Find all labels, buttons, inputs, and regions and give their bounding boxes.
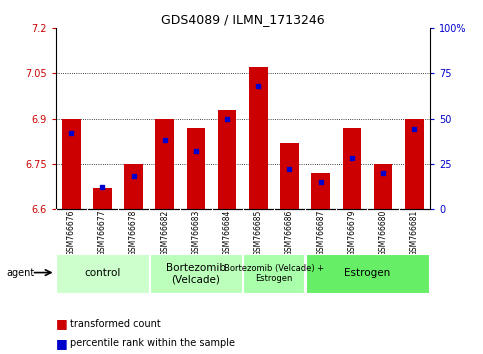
Point — [317, 179, 325, 185]
Text: Estrogen: Estrogen — [344, 268, 391, 279]
Bar — [124, 164, 143, 209]
Text: ■: ■ — [56, 337, 67, 350]
Text: GSM766686: GSM766686 — [285, 210, 294, 256]
Bar — [280, 143, 299, 209]
Point — [285, 166, 293, 172]
Point — [129, 173, 137, 179]
Point — [161, 137, 169, 143]
Text: GSM766687: GSM766687 — [316, 210, 325, 256]
Text: GSM766677: GSM766677 — [98, 210, 107, 256]
Point — [348, 155, 356, 161]
Text: transformed count: transformed count — [70, 319, 161, 329]
Text: GSM766680: GSM766680 — [379, 210, 387, 256]
FancyBboxPatch shape — [243, 253, 304, 293]
Bar — [374, 164, 392, 209]
Bar — [62, 119, 81, 209]
Text: Bortezomib (Velcade) +
Estrogen: Bortezomib (Velcade) + Estrogen — [224, 264, 324, 283]
Point — [192, 148, 200, 154]
Text: Bortezomib
(Velcade): Bortezomib (Velcade) — [166, 263, 226, 284]
FancyBboxPatch shape — [306, 253, 429, 293]
Text: agent: agent — [6, 268, 34, 278]
Bar — [312, 173, 330, 209]
Bar — [342, 128, 361, 209]
Bar — [405, 119, 424, 209]
Text: percentile rank within the sample: percentile rank within the sample — [70, 338, 235, 348]
Text: GSM766684: GSM766684 — [223, 210, 232, 256]
Text: control: control — [84, 268, 121, 279]
Text: GSM766685: GSM766685 — [254, 210, 263, 256]
Point — [67, 130, 75, 136]
Text: GSM766683: GSM766683 — [191, 210, 200, 256]
Bar — [93, 188, 112, 209]
FancyBboxPatch shape — [56, 253, 148, 293]
Bar — [249, 68, 268, 209]
Text: GSM766681: GSM766681 — [410, 210, 419, 256]
Point — [223, 116, 231, 121]
Point — [255, 83, 262, 89]
Text: GSM766678: GSM766678 — [129, 210, 138, 256]
Point — [99, 184, 106, 190]
Bar — [186, 128, 205, 209]
Bar — [218, 110, 237, 209]
Text: ■: ■ — [56, 318, 67, 330]
Title: GDS4089 / ILMN_1713246: GDS4089 / ILMN_1713246 — [161, 13, 325, 26]
Text: GSM766682: GSM766682 — [160, 210, 169, 256]
FancyBboxPatch shape — [150, 253, 242, 293]
Bar — [156, 119, 174, 209]
Text: GSM766676: GSM766676 — [67, 210, 76, 256]
Point — [379, 170, 387, 176]
Text: GSM766679: GSM766679 — [347, 210, 356, 256]
Point — [411, 127, 418, 132]
